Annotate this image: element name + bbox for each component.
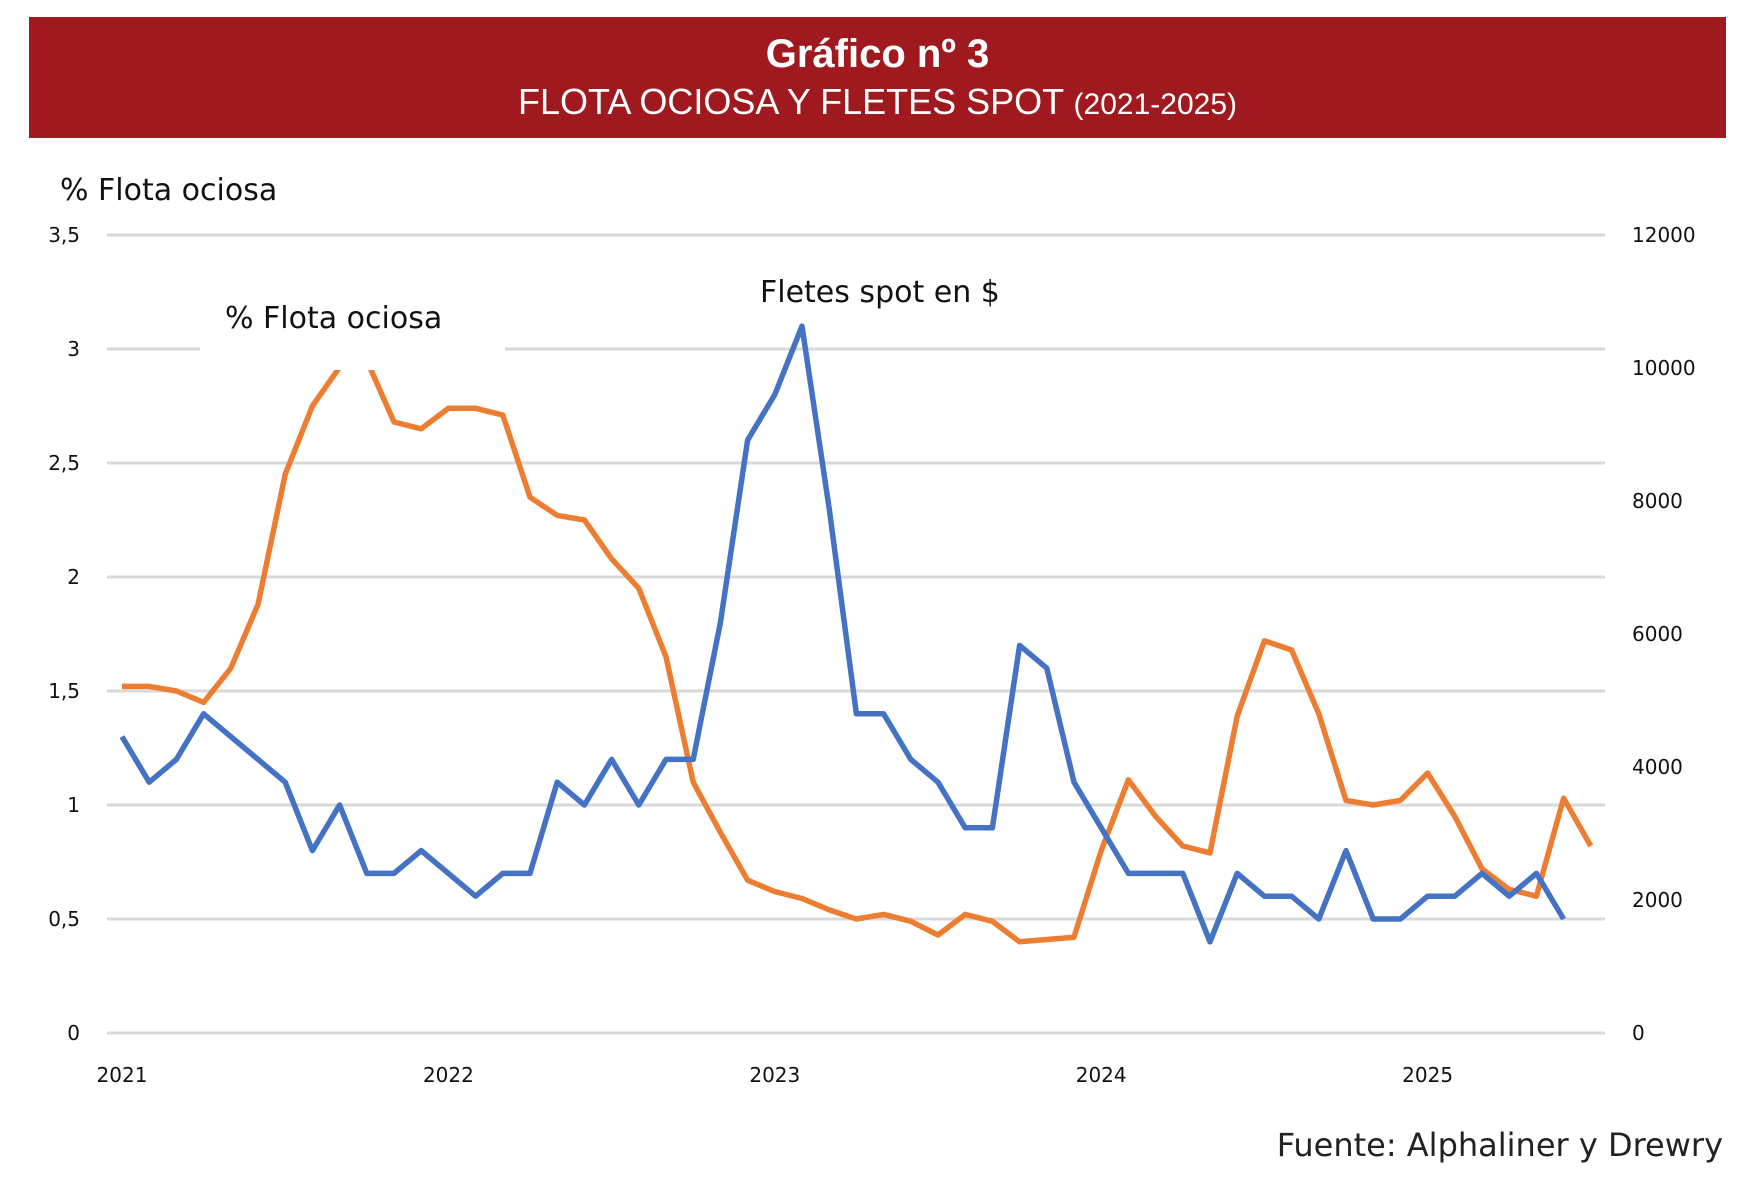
chart-header: Gráfico nº 3 FLOTA OCIOSA Y FLETES SPOT …	[29, 17, 1726, 138]
series-line-1	[119, 323, 1566, 945]
chart-number-title: Gráfico nº 3	[765, 32, 990, 76]
y-tick-label: 2	[67, 565, 80, 589]
y2-tick-label: 8000	[1632, 489, 1683, 513]
chart-subtitle-years: (2021-2025)	[1073, 88, 1237, 121]
x-axis-ticks: 2021 2022 2023 2024 2025	[97, 1063, 1454, 1087]
y-tick-label: 0,5	[48, 907, 80, 931]
x-tick-label: 2025	[1402, 1063, 1453, 1087]
x-tick-label: 2022	[423, 1063, 474, 1087]
chart-subtitle-text: FLOTA OCIOSA Y FLETES SPOT	[518, 81, 1064, 122]
y2-tick-label: 2000	[1632, 888, 1683, 912]
annotation-bg	[200, 330, 505, 370]
x-tick-label: 2023	[749, 1063, 800, 1087]
annotation-fletes-spot: Fletes spot en $	[760, 275, 1000, 310]
y-tick-label: 1,5	[48, 679, 80, 703]
y-tick-label: 3	[67, 337, 80, 361]
series-line-0	[122, 357, 1594, 945]
series-lines	[119, 323, 1594, 945]
y2-tick-label: 6000	[1632, 622, 1683, 646]
y-axis-title: % Flota ociosa	[60, 173, 277, 208]
y2-axis-ticks: 0 2000 4000 6000 8000 10000 12000	[1632, 223, 1696, 1045]
y-tick-label: 2,5	[48, 451, 80, 475]
x-tick-label: 2024	[1076, 1063, 1127, 1087]
y2-tick-label: 4000	[1632, 755, 1683, 779]
annotation-flota-ociosa: % Flota ociosa	[225, 301, 442, 336]
y-tick-label: 3,5	[48, 223, 80, 247]
y-tick-label: 0	[67, 1021, 80, 1045]
y-tick-label: 1	[67, 793, 80, 817]
y2-tick-label: 10000	[1632, 356, 1696, 380]
y2-tick-label: 0	[1632, 1021, 1645, 1045]
chart-subtitle: FLOTA OCIOSA Y FLETES SPOT (2021-2025)	[29, 82, 1726, 125]
x-tick-label: 2021	[97, 1063, 148, 1087]
y2-tick-label: 12000	[1632, 223, 1696, 247]
y-axis-ticks: 0 0,5 1 1,5 2 2,5 3 3,5	[48, 223, 80, 1045]
source-note: Fuente: Alphaliner y Drewry	[1276, 1126, 1723, 1164]
